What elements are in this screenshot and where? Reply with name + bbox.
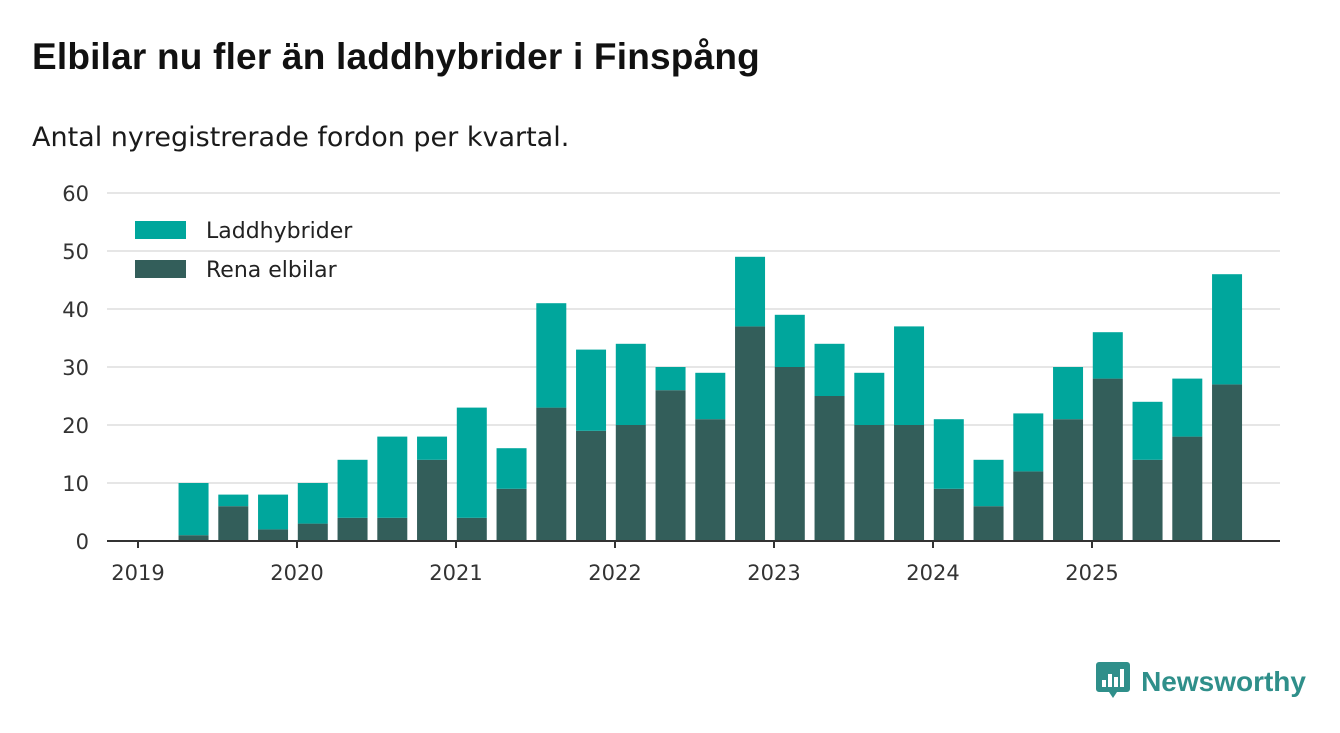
x-tick-label-2022: 2022 <box>588 561 641 585</box>
newsworthy-logo-icon <box>1095 660 1131 704</box>
bar-laddhybrider-2023-Q1 <box>774 314 805 367</box>
bar-elbilar-2021-Q4 <box>576 430 607 541</box>
bar-elbilar-2019-Q3 <box>218 506 249 541</box>
bar-laddhybrider-2025-Q4 <box>1212 274 1243 385</box>
bar-elbilar-2025-Q1 <box>1092 378 1123 541</box>
y-tick-label: 10 <box>62 472 89 496</box>
bar-elbilar-2021-Q3 <box>536 407 567 541</box>
bar-elbilar-2019-Q4 <box>258 529 289 541</box>
bar-elbilar-2020-Q3 <box>377 517 408 541</box>
bar-elbilar-2022-Q1 <box>615 425 646 541</box>
bar-elbilar-2019-Q2 <box>178 535 209 541</box>
x-tick-label-2021: 2021 <box>429 561 482 585</box>
bar-laddhybrider-2021-Q2 <box>496 448 527 489</box>
bar-laddhybrider-2019-Q3 <box>218 494 249 507</box>
bar-elbilar-2022-Q2 <box>655 390 686 541</box>
bar-laddhybrider-2020-Q4 <box>417 436 448 460</box>
bar-elbilar-2024-Q4 <box>1053 419 1084 541</box>
bar-laddhybrider-2020-Q2 <box>337 459 368 518</box>
y-tick-label: 30 <box>62 356 89 380</box>
bar-laddhybrider-2019-Q2 <box>178 483 209 536</box>
bar-elbilar-2020-Q1 <box>297 523 328 541</box>
x-tick-label-2019: 2019 <box>111 561 164 585</box>
chart-subtitle: Antal nyregistrerade fordon per kvartal. <box>32 122 570 153</box>
bar-laddhybrider-2022-Q1 <box>615 343 646 425</box>
bar-elbilar-2025-Q2 <box>1132 459 1163 541</box>
bar-elbilar-2025-Q4 <box>1212 384 1243 541</box>
bar-elbilar-2023-Q1 <box>774 367 805 541</box>
bar-laddhybrider-2022-Q4 <box>735 256 766 327</box>
bar-elbilar-2022-Q3 <box>695 419 726 541</box>
bar-laddhybrider-2020-Q3 <box>377 436 408 518</box>
legend-swatch-elbilar <box>135 260 186 278</box>
bar-laddhybrider-2022-Q2 <box>655 367 686 391</box>
chart-title: Elbilar nu fler än laddhybrider i Finspå… <box>32 36 760 77</box>
legend-label-laddhybrider: Laddhybrider <box>206 219 353 244</box>
y-tick-label: 0 <box>76 530 89 554</box>
x-tick-label-2025: 2025 <box>1065 561 1118 585</box>
legend-label-elbilar: Rena elbilar <box>206 258 338 283</box>
bar-laddhybrider-2023-Q2 <box>814 343 845 396</box>
y-tick-label: 60 <box>62 182 89 206</box>
bar-laddhybrider-2024-Q4 <box>1053 367 1084 420</box>
legend-swatch-laddhybrider <box>135 221 186 239</box>
bar-laddhybrider-2023-Q3 <box>854 372 885 425</box>
bar-laddhybrider-2025-Q3 <box>1172 378 1203 437</box>
y-tick-label: 20 <box>62 414 89 438</box>
bar-laddhybrider-2019-Q4 <box>258 494 289 530</box>
bar-elbilar-2024-Q1 <box>933 488 964 541</box>
bar-elbilar-2023-Q4 <box>894 425 925 541</box>
y-tick-label: 40 <box>62 298 89 322</box>
bar-laddhybrider-2024-Q3 <box>1013 413 1044 472</box>
bar-elbilar-2024-Q3 <box>1013 471 1044 541</box>
bar-elbilar-2023-Q3 <box>854 425 885 541</box>
bars-layer <box>178 256 1243 541</box>
newsworthy-logo-text: Newsworthy <box>1141 666 1306 697</box>
bar-laddhybrider-2023-Q4 <box>894 326 925 425</box>
bar-laddhybrider-2024-Q2 <box>973 459 1004 507</box>
newsworthy-logo: Newsworthy <box>1095 660 1306 704</box>
bar-elbilar-2020-Q4 <box>417 459 448 541</box>
x-tick-label-2024: 2024 <box>906 561 959 585</box>
bar-laddhybrider-2020-Q1 <box>297 483 328 524</box>
bar-laddhybrider-2025-Q2 <box>1132 401 1163 460</box>
bar-laddhybrider-2021-Q1 <box>456 407 487 518</box>
bar-laddhybrider-2021-Q3 <box>536 303 567 408</box>
bar-laddhybrider-2022-Q3 <box>695 372 726 420</box>
bar-elbilar-2020-Q2 <box>337 517 368 541</box>
bar-laddhybrider-2024-Q1 <box>933 419 964 489</box>
bar-laddhybrider-2021-Q4 <box>576 349 607 431</box>
x-tick-label-2023: 2023 <box>747 561 800 585</box>
bar-elbilar-2023-Q2 <box>814 396 845 541</box>
bar-laddhybrider-2025-Q1 <box>1092 332 1123 379</box>
x-tick-label-2020: 2020 <box>270 561 323 585</box>
bar-elbilar-2022-Q4 <box>735 326 766 541</box>
bar-elbilar-2021-Q1 <box>456 517 487 541</box>
bar-elbilar-2021-Q2 <box>496 488 527 541</box>
y-tick-label: 50 <box>62 240 89 264</box>
bar-elbilar-2024-Q2 <box>973 506 1004 541</box>
bar-elbilar-2025-Q3 <box>1172 436 1203 541</box>
legend: Laddhybrider Rena elbilar <box>135 219 353 283</box>
axis-layer: 0 10 20 30 40 50 60 2019 2020 2021 2022 2023 2024 202… <box>62 182 1280 585</box>
